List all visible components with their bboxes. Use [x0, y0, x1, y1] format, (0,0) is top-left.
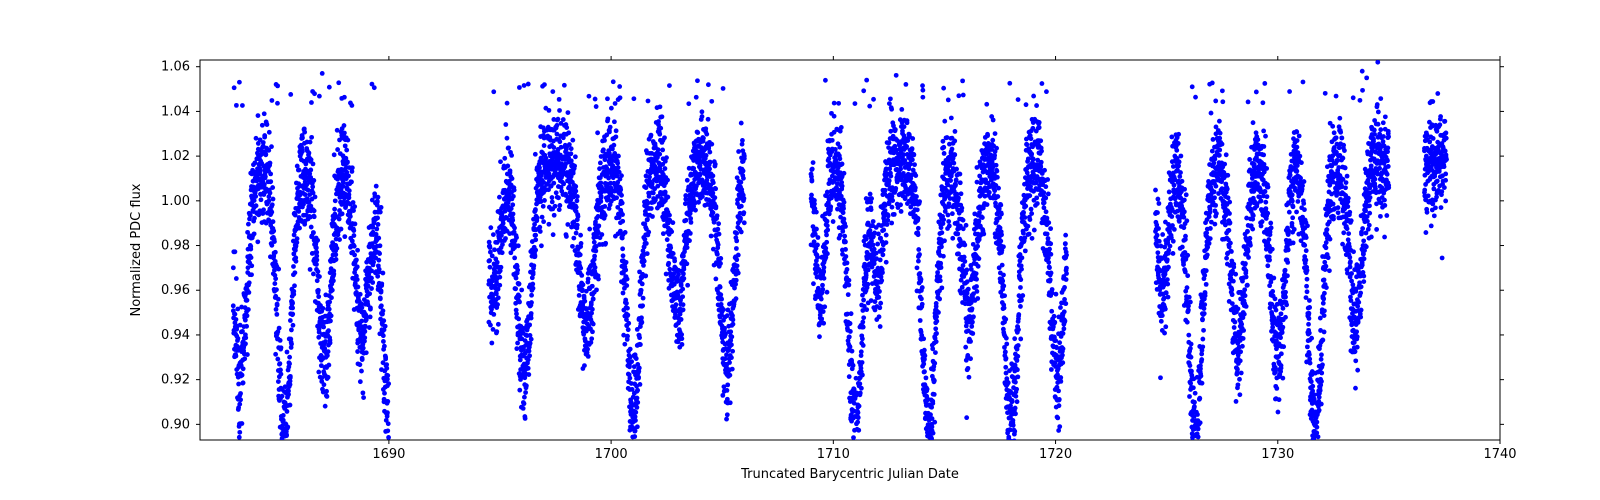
x-axis-label: Truncated Barycentric Julian Date	[740, 467, 959, 482]
lightcurve-chart: 1690170017101720173017400.900.920.940.96…	[0, 0, 1600, 500]
chart-svg: 1690170017101720173017400.900.920.940.96…	[0, 0, 1600, 500]
y-axis-label: Normalized PDC flux	[129, 183, 144, 316]
